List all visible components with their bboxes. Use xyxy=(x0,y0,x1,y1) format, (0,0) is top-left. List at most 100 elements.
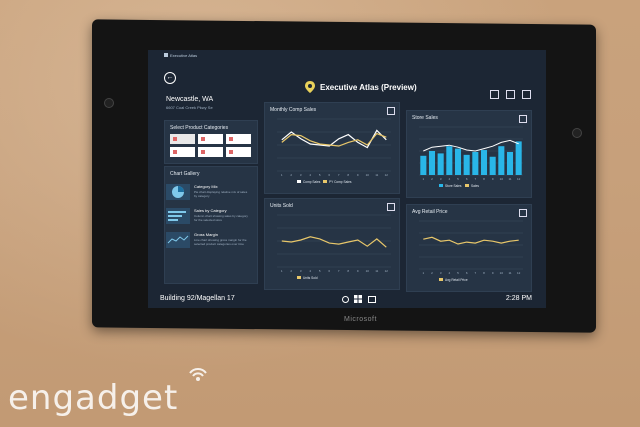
bar xyxy=(506,151,514,175)
category-tile[interactable] xyxy=(198,134,223,144)
task-view-icon[interactable] xyxy=(368,296,376,303)
x-tick-label: 9 xyxy=(357,269,359,273)
x-tick-label: 2 xyxy=(290,173,292,177)
bar xyxy=(420,155,427,175)
fullscreen-icon[interactable] xyxy=(522,90,531,99)
x-tick-label: 12 xyxy=(385,269,389,273)
app-screen: Executive Atlas ← Executive Atlas (Previ… xyxy=(148,50,546,308)
expand-icon[interactable] xyxy=(519,209,527,217)
chart-panel-units-sold: Units Sold 1 2 3 4 5 6 7 8 9 10 11 12 Units Sold xyxy=(264,198,400,290)
x-tick-label: 5 xyxy=(457,271,459,275)
category-tile[interactable] xyxy=(226,147,251,157)
location-city: Newcastle, WA xyxy=(166,96,214,103)
category-tile[interactable] xyxy=(198,147,223,157)
gallery-item-title: Sales by Category xyxy=(194,208,227,213)
legend-swatch xyxy=(323,180,327,183)
legend-label: Avg Retail Price xyxy=(445,278,468,282)
series-line xyxy=(423,139,519,152)
chart-title: Store Sales xyxy=(412,115,438,121)
chart-title: Units Sold xyxy=(270,203,293,209)
x-tick-label: 4 xyxy=(309,269,311,273)
grid-view-icon[interactable] xyxy=(490,90,499,99)
gallery-item-title: Gross Margin xyxy=(194,232,219,237)
legend-swatch xyxy=(297,276,301,279)
status-bar: Building 92/Magellan 17 2:28 PM xyxy=(148,290,546,308)
location-address: 6607 Coal Creek Pkwy Se xyxy=(166,105,213,110)
x-tick-label: 10 xyxy=(500,271,504,275)
status-location: Building 92/Magellan 17 xyxy=(160,295,235,302)
expand-icon[interactable] xyxy=(519,115,527,123)
x-tick-label: 2 xyxy=(431,271,433,275)
x-tick-label: 3 xyxy=(440,177,442,181)
x-tick-label: 3 xyxy=(300,173,302,177)
title-bar: Executive Atlas xyxy=(148,50,546,64)
cortana-icon[interactable] xyxy=(342,296,349,303)
series-line xyxy=(423,236,519,245)
expand-icon[interactable] xyxy=(387,107,395,115)
gallery-title: Chart Gallery xyxy=(170,171,200,177)
x-tick-label: 1 xyxy=(422,177,424,181)
back-button[interactable]: ← xyxy=(164,72,176,84)
x-tick-label: 11 xyxy=(375,173,378,177)
x-tick-label: 9 xyxy=(492,271,494,275)
bar xyxy=(463,154,470,175)
line-chart-icon xyxy=(166,232,190,248)
x-tick-label: 8 xyxy=(347,269,349,273)
x-tick-label: 7 xyxy=(338,269,340,273)
x-tick-label: 7 xyxy=(474,177,476,181)
x-tick-label: 1 xyxy=(422,271,424,275)
gallery-item-desc: Column chart showing sales by category f… xyxy=(194,214,248,222)
x-tick-label: 3 xyxy=(440,271,442,275)
x-tick-label: 2 xyxy=(290,269,292,273)
x-tick-label: 1 xyxy=(281,173,283,177)
x-tick-label: 4 xyxy=(448,271,450,275)
x-tick-label: 5 xyxy=(319,269,321,273)
app-menu-icon[interactable] xyxy=(164,53,168,57)
x-tick-label: 8 xyxy=(483,177,485,181)
legend-label: PY Comp Sales xyxy=(329,180,352,184)
device-brand: Microsoft xyxy=(344,316,377,323)
legend-swatch xyxy=(297,180,301,183)
x-tick-label: 3 xyxy=(300,269,302,273)
x-tick-label: 11 xyxy=(375,269,378,273)
category-tile[interactable] xyxy=(226,134,251,144)
category-tile[interactable] xyxy=(170,134,195,144)
bar-chart-icon xyxy=(166,208,190,224)
gallery-item-category-mix[interactable]: Category Mix Pie chart displaying relati… xyxy=(166,182,250,202)
x-tick-label: 2 xyxy=(431,177,433,181)
x-tick-label: 8 xyxy=(483,271,485,275)
x-tick-label: 10 xyxy=(500,177,504,181)
right-camera xyxy=(572,128,582,138)
window-title: Executive Atlas xyxy=(170,53,198,58)
category-tile[interactable] xyxy=(170,147,195,157)
pie-chart-icon xyxy=(166,184,190,200)
categories-title: Select Product Categories xyxy=(170,125,229,131)
bar xyxy=(446,146,453,175)
category-icon xyxy=(201,150,205,154)
category-icon xyxy=(173,137,177,141)
map-pin-icon xyxy=(305,81,315,93)
x-tick-label: 10 xyxy=(366,269,370,273)
series-line xyxy=(281,236,387,248)
chart-title: Monthly Comp Sales xyxy=(270,107,317,113)
layout-view-icon[interactable] xyxy=(506,90,515,99)
x-tick-label: 12 xyxy=(385,173,389,177)
x-tick-label: 9 xyxy=(357,173,359,177)
chart-panel-store-sales: Store Sales 1 2 3 4 5 6 7 8 9 10 11 12 Store Sales Sa… xyxy=(406,110,532,198)
windows-start-icon[interactable] xyxy=(354,295,362,303)
bar xyxy=(515,141,522,175)
gallery-item-sales-by-category[interactable]: Sales by Category Column chart showing s… xyxy=(166,206,250,226)
expand-icon[interactable] xyxy=(387,203,395,211)
watermark-logo: engadget xyxy=(8,378,179,418)
legend-label: Comp Sales xyxy=(303,180,321,184)
legend-label: Sales xyxy=(471,184,479,188)
x-tick-label: 11 xyxy=(508,271,511,275)
category-icon xyxy=(201,137,205,141)
x-tick-label: 12 xyxy=(517,177,521,181)
x-tick-label: 12 xyxy=(517,271,521,275)
x-tick-label: 11 xyxy=(508,177,511,181)
chart-title: Avg Retail Price xyxy=(412,209,448,215)
gallery-item-gross-margin[interactable]: Gross Margin Line chart showing gross ma… xyxy=(166,230,250,250)
